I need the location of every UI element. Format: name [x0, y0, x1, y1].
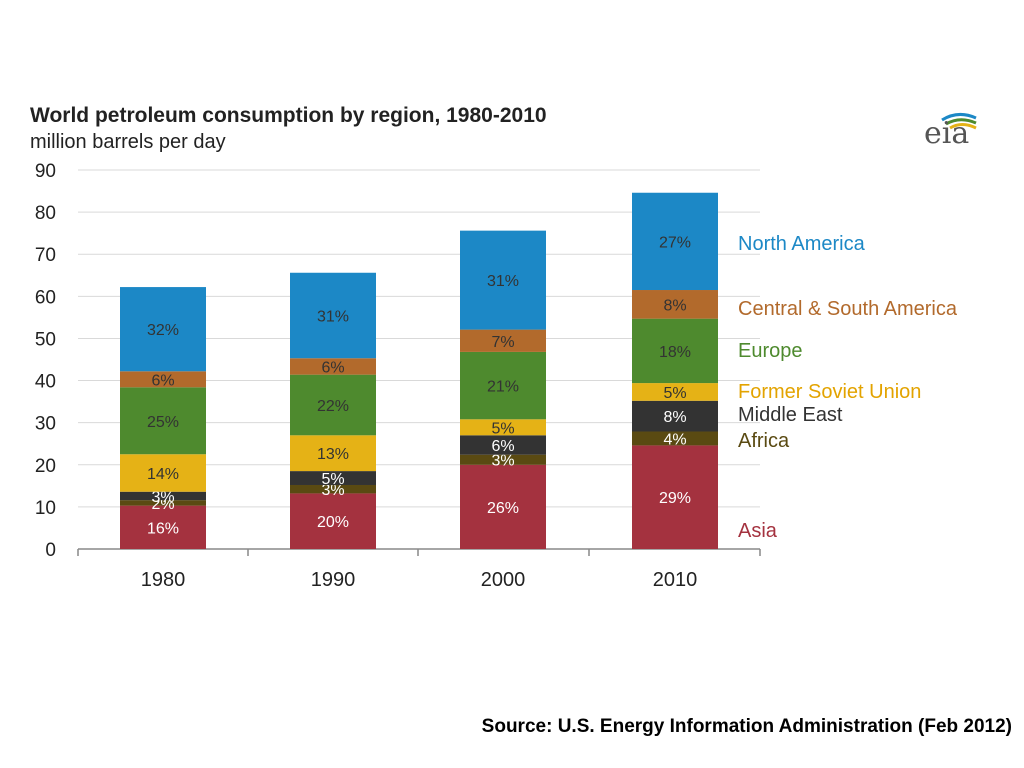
bar-segment — [120, 454, 206, 492]
data-label: 21% — [487, 379, 519, 396]
x-tick-label: 1980 — [141, 569, 186, 591]
data-label: 4% — [663, 431, 686, 448]
stacked-bar-chart: 010203040506070809016%2%3%14%25%6%32%198… — [35, 161, 958, 591]
bar-segment — [460, 464, 546, 549]
data-label: 29% — [659, 490, 691, 507]
legend-entry: Middle East — [738, 404, 843, 426]
bar-segment — [120, 287, 206, 372]
y-tick-label: 70 — [35, 245, 56, 266]
chart-subtitle: million barrels per day — [30, 131, 226, 153]
bar-segment — [632, 318, 718, 384]
source-note: Source: U.S. Energy Information Administ… — [481, 716, 1012, 737]
legend-entry: Africa — [738, 430, 790, 452]
data-label: 6% — [151, 372, 174, 389]
data-label: 8% — [663, 409, 686, 426]
legend-entry: Former Soviet Union — [738, 381, 921, 403]
data-label: 13% — [317, 446, 349, 463]
data-label: 18% — [659, 344, 691, 361]
bar-segment — [460, 419, 546, 436]
data-label: 31% — [487, 273, 519, 290]
data-label: 5% — [491, 420, 514, 437]
data-label: 31% — [317, 308, 349, 325]
legend-entry: Europe — [738, 340, 803, 362]
y-tick-label: 80 — [35, 203, 56, 224]
data-label: 7% — [491, 334, 514, 351]
bar-segment — [460, 230, 546, 330]
y-tick-label: 0 — [45, 540, 56, 561]
data-label: 6% — [321, 359, 344, 376]
bar-segment — [290, 358, 376, 375]
legend-entry: Asia — [738, 520, 778, 542]
bar-segment — [290, 493, 376, 549]
data-label: 32% — [147, 322, 179, 339]
bar-segment — [460, 329, 546, 352]
x-tick-label: 1990 — [311, 569, 356, 591]
chart-title: World petroleum consumption by region, 1… — [30, 104, 547, 127]
bar-segment — [120, 505, 206, 549]
bar-segment — [632, 383, 718, 401]
bar-segment — [632, 431, 718, 446]
bar-segment — [460, 454, 546, 465]
data-label: 3% — [321, 482, 344, 499]
x-tick-label: 2010 — [653, 569, 698, 591]
data-label: 26% — [487, 500, 519, 517]
bar-segment — [632, 445, 718, 549]
bar-segment — [120, 371, 206, 388]
bar-segment — [120, 491, 206, 501]
bar-segment — [460, 435, 546, 455]
data-label: 5% — [663, 385, 686, 402]
y-tick-label: 40 — [35, 372, 56, 393]
data-label: 27% — [659, 234, 691, 251]
data-label: 3% — [491, 453, 514, 470]
y-tick-label: 60 — [35, 287, 56, 308]
bar-segment — [290, 435, 376, 472]
eia-logo: eia — [918, 108, 988, 152]
bar-segment — [460, 351, 546, 420]
data-label: 22% — [317, 398, 349, 415]
bar-segment — [120, 500, 206, 506]
data-label: 16% — [147, 520, 179, 537]
bar-segment — [632, 192, 718, 291]
bar-segment — [290, 471, 376, 485]
legend-entry: North America — [738, 233, 866, 255]
bar-segment — [632, 400, 718, 432]
y-tick-label: 10 — [35, 498, 56, 519]
data-label: 8% — [663, 297, 686, 314]
y-tick-label: 20 — [35, 456, 56, 477]
eia-logo-arcs — [941, 113, 977, 130]
bar-segment — [290, 484, 376, 494]
y-tick-label: 90 — [35, 161, 56, 182]
eia-logo-text: eia — [924, 116, 970, 151]
bar-segment — [290, 374, 376, 436]
data-label: 25% — [147, 414, 179, 431]
data-label: 6% — [491, 438, 514, 455]
data-label: 20% — [317, 514, 349, 531]
data-label: 14% — [147, 466, 179, 483]
bar-segment — [290, 272, 376, 359]
data-label: 3% — [151, 489, 174, 506]
data-label: 5% — [321, 471, 344, 488]
legend-entry: Central & South America — [738, 298, 958, 320]
x-tick-label: 2000 — [481, 569, 526, 591]
y-tick-label: 50 — [35, 329, 56, 350]
bar-segment — [120, 387, 206, 455]
y-tick-label: 30 — [35, 414, 56, 435]
bar-segment — [632, 290, 718, 319]
